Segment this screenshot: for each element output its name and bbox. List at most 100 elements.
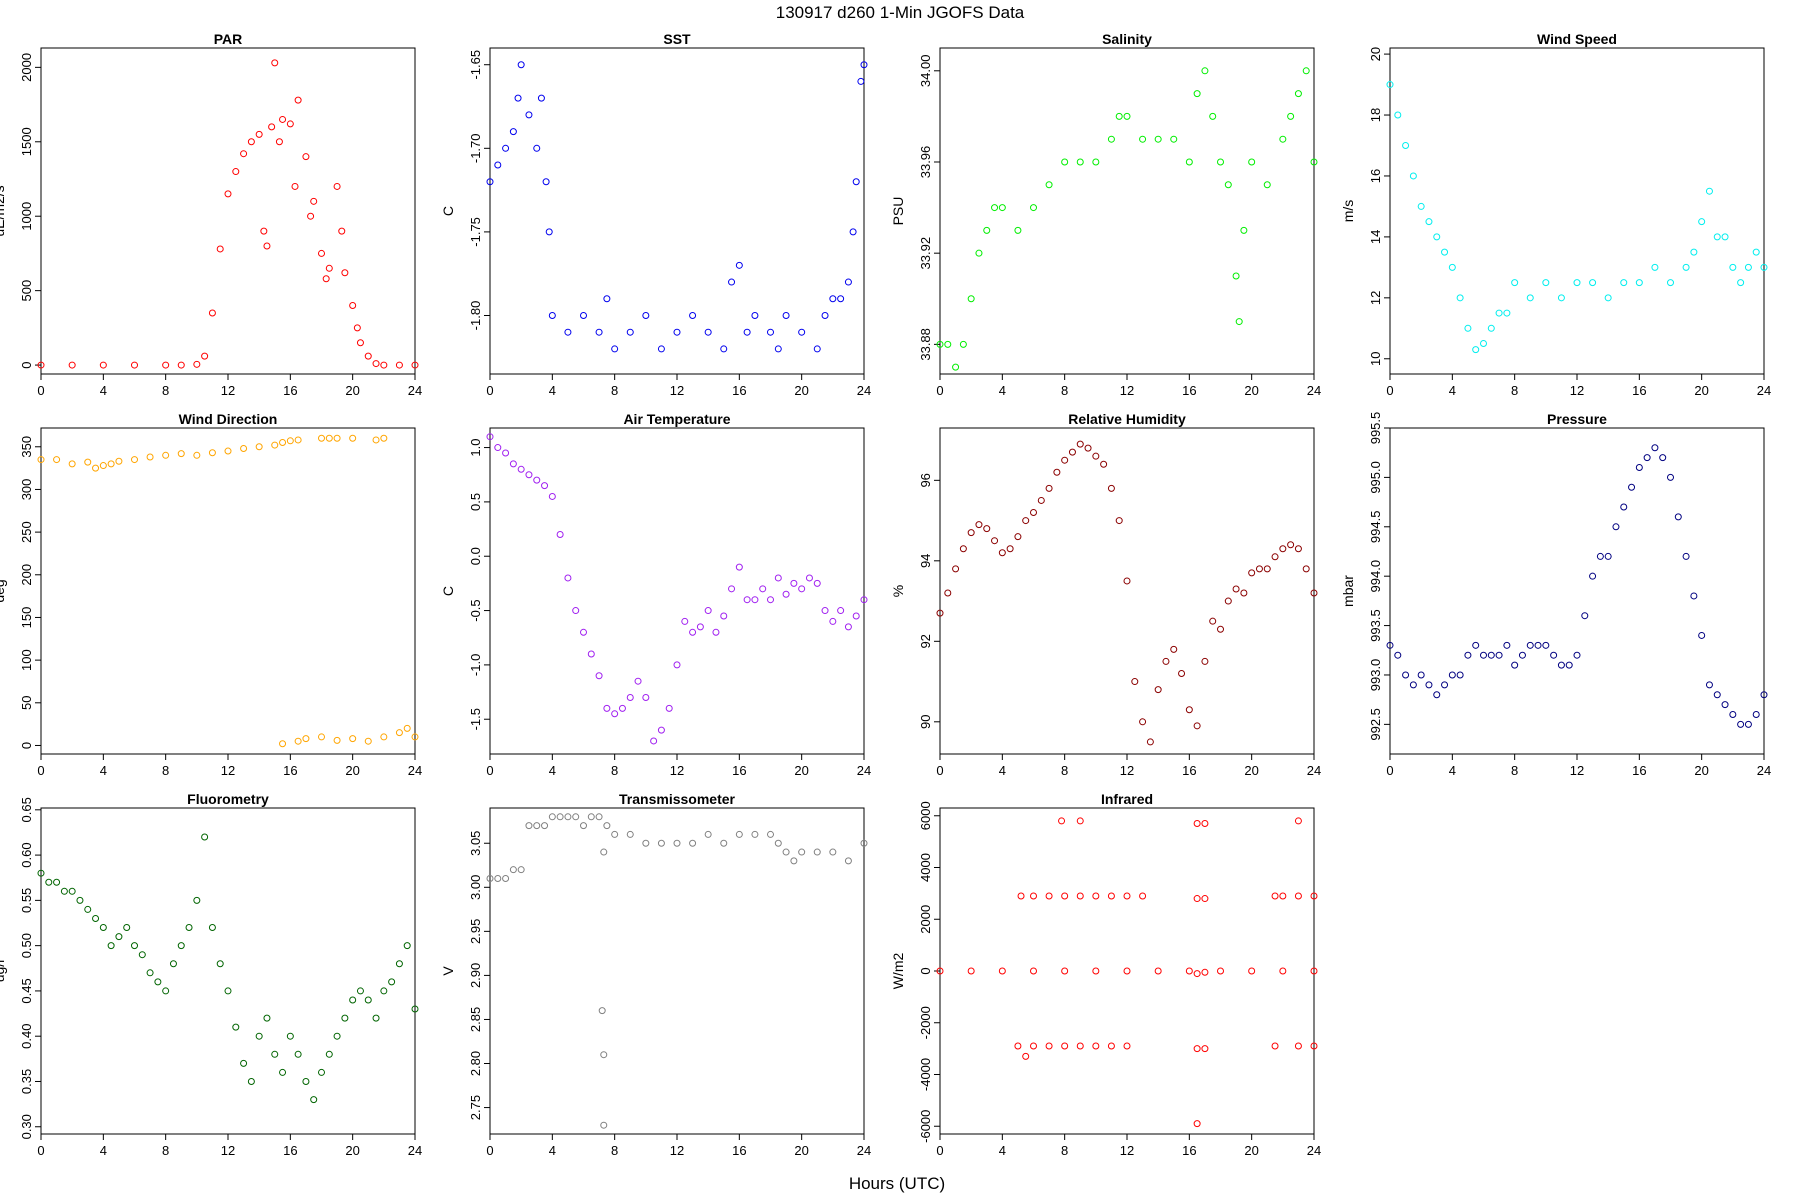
data-point (1480, 340, 1487, 348)
data-point (860, 839, 868, 847)
data-point (735, 563, 743, 571)
data-point (247, 138, 255, 146)
data-point (1193, 90, 1201, 98)
data-point (1076, 158, 1084, 166)
data-point (208, 449, 216, 457)
data-point (1604, 552, 1612, 560)
y-tick-label: 994.5 (1368, 511, 1383, 544)
x-tick-label: 4 (100, 383, 107, 398)
data-point (673, 661, 681, 669)
y-tick-label: 0.55 (19, 888, 34, 913)
data-point (1581, 612, 1589, 620)
data-point (1464, 651, 1472, 659)
data-point (743, 596, 751, 604)
data-point (494, 874, 502, 882)
y-tick-label: 2000 (19, 53, 34, 82)
x-tick-label: 16 (732, 383, 746, 398)
panel-fluorometry: Fluorometry ug/l 0 4 8 12 16 20 24 0.30 0.35 0.40 0.… (0, 791, 422, 1158)
data-point (372, 1014, 380, 1022)
y-axis-label: C (440, 206, 456, 216)
panel-title: Wind Speed (1537, 31, 1617, 47)
y-tick-label: 94 (918, 554, 933, 568)
panel-infrared: Infrared W/m2 0 4 8 12 16 20 24 -6000 -4000 -2000 0 2… (890, 791, 1321, 1158)
y-tick-label: 0.40 (19, 1024, 34, 1049)
x-tick-label: 20 (345, 383, 359, 398)
data-point (1045, 484, 1053, 492)
data-point (240, 150, 248, 158)
data-points (1386, 444, 1768, 728)
y-tick-label: 90 (918, 715, 933, 729)
panel-wind-speed: Wind Speed m/s 0 4 8 12 16 20 24 10 12 14 16 18 20 (1340, 31, 1771, 398)
data-point (1744, 720, 1752, 728)
data-point (580, 628, 587, 636)
data-point (542, 178, 550, 186)
data-point (681, 617, 689, 625)
y-tick-label: 995.0 (1368, 461, 1383, 494)
data-point (1030, 892, 1037, 900)
data-point (1271, 892, 1279, 900)
y-tick-label: 250 (19, 521, 34, 543)
data-point (395, 960, 403, 968)
panel-par: PAR uE/m2/s 0 4 8 12 16 20 24 0 500 1000 1500 2000 (0, 31, 422, 398)
data-point (53, 878, 61, 886)
data-point (1620, 279, 1628, 287)
x-tick-label: 12 (670, 383, 684, 398)
data-point (1061, 456, 1069, 464)
data-point (1682, 552, 1690, 560)
data-point (1402, 141, 1410, 149)
data-points (1386, 81, 1768, 354)
data-point (782, 311, 790, 319)
data-point (279, 1068, 287, 1076)
data-point (208, 309, 216, 317)
x-tick-label: 24 (1757, 763, 1771, 778)
data-point (1092, 158, 1100, 166)
y-axis-label: m/s (1340, 200, 1356, 223)
data-point (1425, 218, 1433, 226)
data-point (829, 295, 837, 303)
x-tick-label: 16 (732, 763, 746, 778)
data-point (1076, 817, 1084, 825)
data-point (514, 94, 522, 102)
x-tick-label: 12 (221, 763, 235, 778)
data-point (967, 529, 975, 537)
data-point (790, 579, 798, 587)
data-point (380, 733, 388, 741)
data-point (1030, 204, 1037, 212)
x-tick-label: 16 (283, 763, 297, 778)
data-point (837, 295, 845, 303)
data-point (68, 887, 76, 895)
data-point (1503, 641, 1511, 649)
data-point (240, 1059, 248, 1067)
data-point (279, 740, 287, 748)
data-point (1154, 135, 1162, 143)
y-tick-label: 1500 (19, 127, 34, 156)
data-point (1294, 892, 1302, 900)
x-tick-label: 8 (1061, 1143, 1068, 1158)
data-point (1123, 112, 1131, 120)
data-point (92, 464, 100, 472)
x-tick-label: 12 (670, 763, 684, 778)
data-point (936, 340, 944, 348)
data-point (1154, 686, 1162, 694)
y-tick-label: 0 (19, 361, 34, 368)
data-point (1271, 1042, 1279, 1050)
plot-frame (939, 807, 1315, 1135)
x-tick-label: 12 (1120, 763, 1134, 778)
data-point (224, 987, 232, 995)
panel-air-temperature: Air Temperature C 0 4 8 12 16 20 24 -1.5 -1.0 -0.5 0… (440, 411, 871, 778)
data-point (1131, 678, 1139, 686)
data-point (1092, 967, 1100, 975)
data-point (99, 462, 107, 470)
x-tick-label: 8 (611, 763, 618, 778)
data-point (564, 813, 572, 821)
data-point (494, 161, 502, 169)
data-point (310, 1096, 318, 1104)
x-tick-label: 24 (857, 763, 871, 778)
panel-salinity: Salinity PSU 0 4 8 12 16 20 24 33.88 33.92 33.96 34.… (890, 31, 1321, 398)
data-point (247, 1077, 255, 1085)
data-point (1193, 722, 1201, 730)
plot-frame (40, 807, 416, 1135)
data-point (1573, 279, 1581, 287)
x-tick-label: 0 (936, 383, 943, 398)
